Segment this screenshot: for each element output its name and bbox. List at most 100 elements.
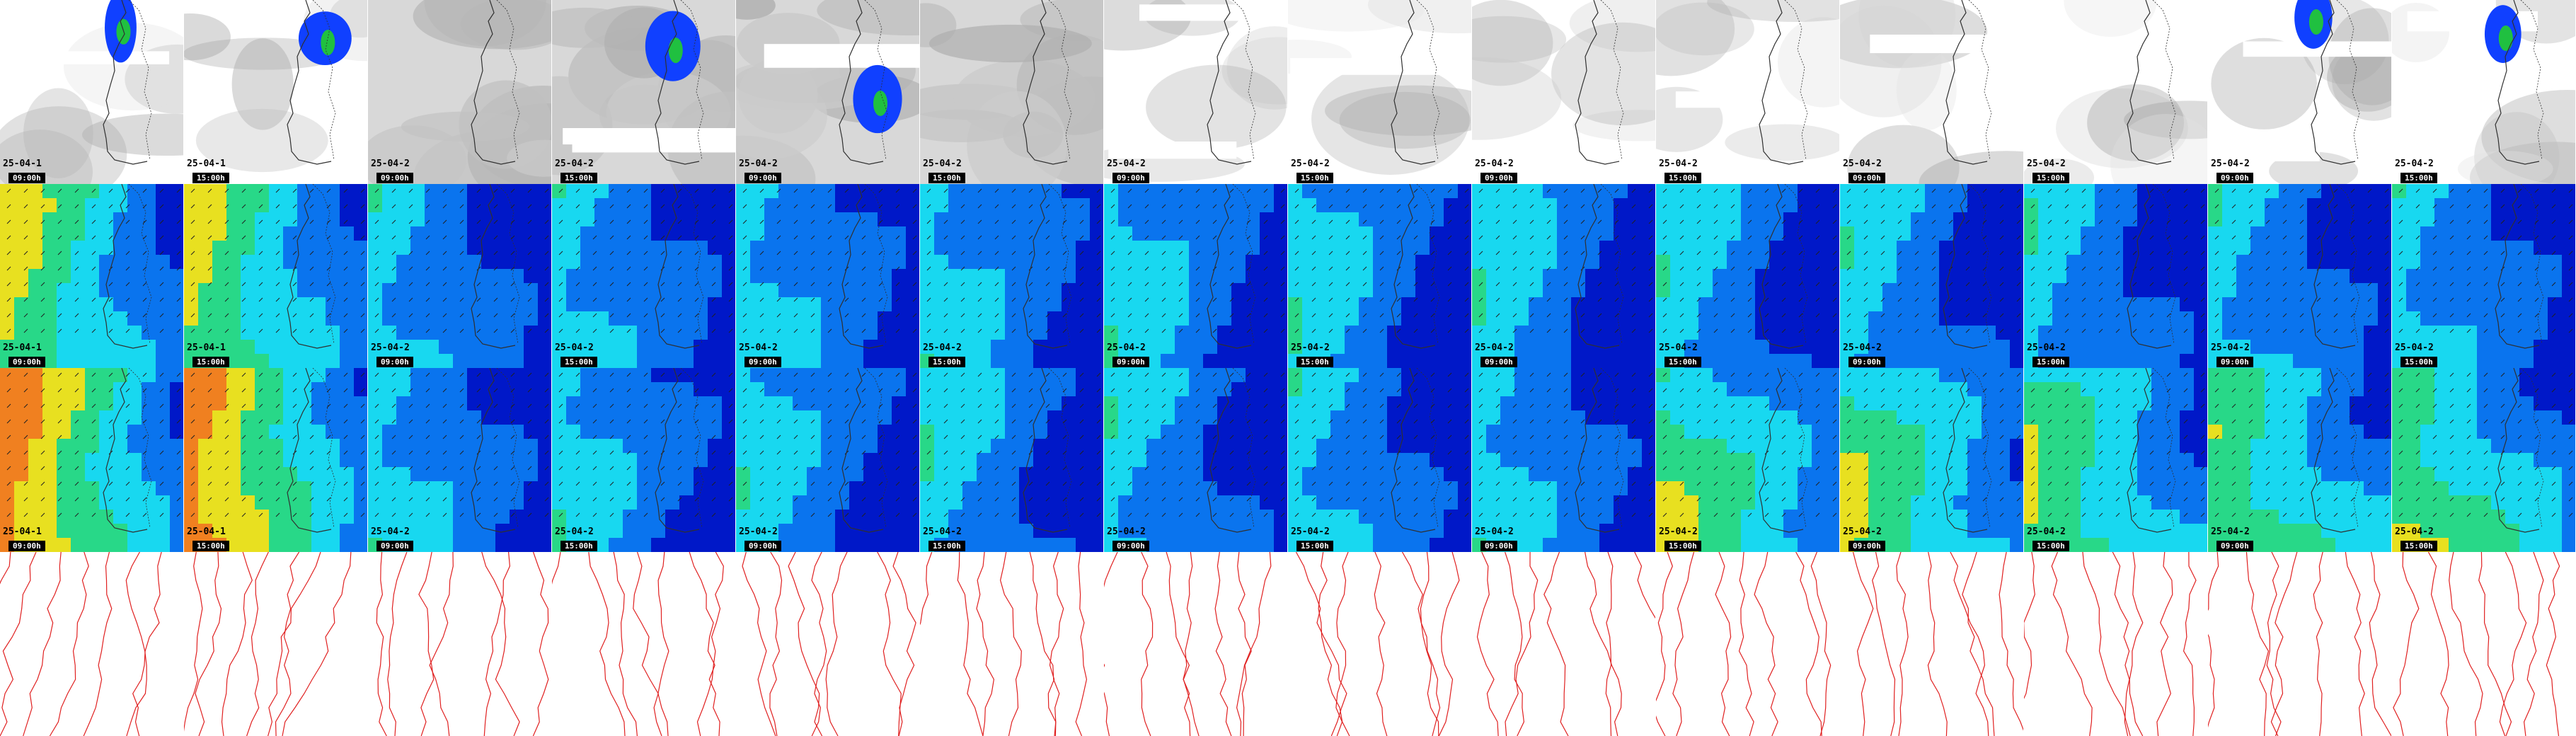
forecast-map-tile[interactable]: 25-04-1 09:00h bbox=[0, 0, 184, 184]
forecast-map-tile[interactable] bbox=[736, 552, 920, 736]
tile-time-badge: 09:00h bbox=[376, 173, 413, 183]
forecast-map-tile[interactable]: 25-04-1 15:00h bbox=[184, 368, 368, 552]
forecast-map-tile[interactable]: 25-04-2 15:00h bbox=[920, 368, 1104, 552]
tile-time-badge: 15:00h bbox=[1664, 173, 1701, 183]
tile-time-badge: 09:00h bbox=[744, 357, 781, 367]
forecast-map-tile[interactable]: 25-04-2 09:00h bbox=[1472, 368, 1656, 552]
forecast-map-tile[interactable]: 25-04-2 09:00h bbox=[1104, 184, 1288, 368]
tile-time-badge: 15:00h bbox=[928, 357, 965, 367]
map-image bbox=[1472, 368, 1655, 552]
forecast-map-tile[interactable] bbox=[1104, 552, 1288, 736]
forecast-map-tile[interactable] bbox=[1288, 552, 1472, 736]
forecast-map-tile[interactable]: 25-04-2 15:00h bbox=[1288, 368, 1472, 552]
tile-date-label: 25-04-2 bbox=[1659, 527, 1698, 537]
tile-time-badge: 15:00h bbox=[192, 357, 229, 367]
forecast-map-tile[interactable]: 25-04-2 09:00h bbox=[1840, 0, 2024, 184]
map-image bbox=[1656, 0, 1839, 184]
forecast-map-tile[interactable]: 25-04-2 09:00h bbox=[368, 184, 552, 368]
forecast-map-tile[interactable]: 25-04-2 15:00h bbox=[2024, 368, 2208, 552]
forecast-map-tile[interactable]: 25-04-2 15:00h bbox=[2392, 0, 2576, 184]
tile-date-label: 25-04-2 bbox=[555, 343, 594, 353]
row-wind-high: 25-04-1 09:00h 25-04-1 15:00h 25-04-2 09:00h 2… bbox=[0, 368, 2576, 552]
tile-date-label: 25-04-2 bbox=[1107, 527, 1146, 537]
forecast-map-tile[interactable]: 25-04-2 09:00h bbox=[2208, 368, 2392, 552]
forecast-map-tile[interactable]: 25-04-2 09:00h bbox=[2208, 184, 2392, 368]
forecast-map-tile[interactable]: 25-04-2 09:00h bbox=[736, 0, 920, 184]
tile-time-badge: 09:00h bbox=[2216, 357, 2253, 367]
map-image bbox=[1656, 552, 1839, 736]
tile-date-label: 25-04-1 bbox=[3, 159, 42, 169]
forecast-map-tile[interactable]: 25-04-2 15:00h bbox=[2392, 368, 2576, 552]
forecast-map-tile[interactable]: 25-04-2 09:00h bbox=[368, 368, 552, 552]
forecast-map-tile[interactable] bbox=[1840, 552, 2024, 736]
tile-date-label: 25-04-2 bbox=[371, 343, 410, 353]
tile-time-badge: 09:00h bbox=[2216, 541, 2253, 551]
forecast-map-tile[interactable] bbox=[0, 552, 184, 736]
forecast-map-tile[interactable]: 25-04-2 15:00h bbox=[1288, 0, 1472, 184]
forecast-map-tile[interactable]: 25-04-2 15:00h bbox=[920, 184, 1104, 368]
map-image bbox=[920, 184, 1103, 368]
tile-date-label: 25-04-2 bbox=[1107, 343, 1146, 353]
tile-time-badge: 15:00h bbox=[2032, 357, 2069, 367]
forecast-map-tile[interactable]: 25-04-2 09:00h bbox=[736, 184, 920, 368]
forecast-map-tile[interactable]: 25-04-1 15:00h bbox=[184, 184, 368, 368]
tile-date-label: 25-04-2 bbox=[2027, 343, 2066, 353]
forecast-map-tile[interactable] bbox=[2208, 552, 2392, 736]
map-image bbox=[1840, 184, 2023, 368]
map-image bbox=[552, 184, 735, 368]
map-image bbox=[1840, 0, 2023, 184]
forecast-map-tile[interactable]: 25-04-1 09:00h bbox=[0, 368, 184, 552]
forecast-map-tile[interactable] bbox=[184, 552, 368, 736]
forecast-map-tile[interactable]: 25-04-2 09:00h bbox=[736, 368, 920, 552]
forecast-map-tile[interactable]: 25-04-2 15:00h bbox=[552, 184, 736, 368]
forecast-map-tile[interactable]: 25-04-2 15:00h bbox=[2392, 184, 2576, 368]
map-image bbox=[2208, 0, 2391, 184]
forecast-map-tile[interactable]: 25-04-2 15:00h bbox=[1656, 184, 1840, 368]
map-image bbox=[368, 552, 551, 736]
map-image bbox=[2208, 552, 2391, 736]
map-image bbox=[1288, 0, 1471, 184]
forecast-map-tile[interactable]: 25-04-2 15:00h bbox=[920, 0, 1104, 184]
map-image bbox=[0, 368, 183, 552]
forecast-map-tile[interactable] bbox=[2024, 552, 2208, 736]
tile-time-badge: 15:00h bbox=[2400, 541, 2437, 551]
tile-time-badge: 09:00h bbox=[1112, 357, 1149, 367]
forecast-map-tile[interactable]: 25-04-2 15:00h bbox=[2024, 0, 2208, 184]
forecast-map-tile[interactable]: 25-04-2 09:00h bbox=[2208, 0, 2392, 184]
map-image bbox=[2392, 552, 2575, 736]
forecast-map-tile[interactable]: 25-04-2 15:00h bbox=[552, 368, 736, 552]
forecast-map-tile[interactable]: 25-04-2 09:00h bbox=[1104, 368, 1288, 552]
map-image bbox=[0, 184, 183, 368]
forecast-map-tile[interactable]: 25-04-2 09:00h bbox=[1472, 184, 1656, 368]
map-image bbox=[2024, 0, 2207, 184]
forecast-map-tile[interactable]: 25-04-2 09:00h bbox=[1840, 184, 2024, 368]
tile-time-badge: 09:00h bbox=[376, 541, 413, 551]
forecast-map-tile[interactable] bbox=[2392, 552, 2576, 736]
tile-time-badge: 09:00h bbox=[1848, 173, 1885, 183]
tile-date-label: 25-04-2 bbox=[555, 527, 594, 537]
tile-time-badge: 09:00h bbox=[744, 173, 781, 183]
forecast-map-tile[interactable]: 25-04-2 15:00h bbox=[1656, 0, 1840, 184]
forecast-map-tile[interactable]: 25-04-2 15:00h bbox=[1656, 368, 1840, 552]
forecast-map-tile[interactable]: 25-04-2 15:00h bbox=[2024, 184, 2208, 368]
forecast-map-tile[interactable]: 25-04-2 15:00h bbox=[552, 0, 736, 184]
map-image bbox=[184, 184, 367, 368]
forecast-map-tile[interactable] bbox=[1472, 552, 1656, 736]
forecast-map-tile[interactable]: 25-04-2 09:00h bbox=[1104, 0, 1288, 184]
tile-time-badge: 09:00h bbox=[1480, 357, 1517, 367]
map-image bbox=[920, 0, 1103, 184]
tile-time-badge: 15:00h bbox=[1664, 357, 1701, 367]
forecast-map-tile[interactable]: 25-04-2 09:00h bbox=[1840, 368, 2024, 552]
forecast-map-tile[interactable] bbox=[368, 552, 552, 736]
forecast-map-tile[interactable]: 25-04-2 15:00h bbox=[1288, 184, 1472, 368]
forecast-map-tile[interactable] bbox=[920, 552, 1104, 736]
forecast-map-tile[interactable]: 25-04-2 09:00h bbox=[368, 0, 552, 184]
forecast-map-tile[interactable]: 25-04-2 09:00h bbox=[1472, 0, 1656, 184]
forecast-map-tile[interactable]: 25-04-1 15:00h bbox=[184, 0, 368, 184]
tile-time-badge: 15:00h bbox=[2400, 357, 2437, 367]
forecast-map-tile[interactable] bbox=[552, 552, 736, 736]
map-image bbox=[736, 0, 919, 184]
map-image bbox=[2024, 368, 2207, 552]
forecast-map-tile[interactable] bbox=[1656, 552, 1840, 736]
forecast-map-tile[interactable]: 25-04-1 09:00h bbox=[0, 184, 184, 368]
